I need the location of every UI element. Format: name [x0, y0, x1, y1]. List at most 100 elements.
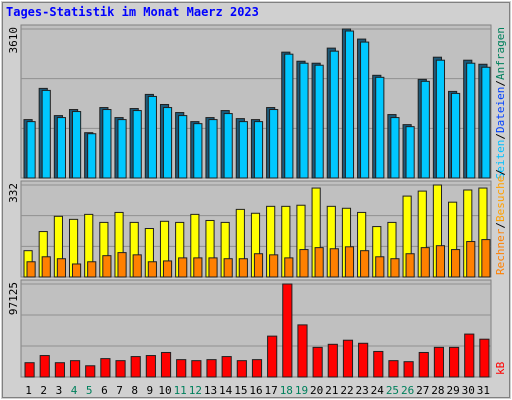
x-tick-label: 12: [189, 384, 202, 397]
bar: [39, 355, 50, 378]
bar: [26, 261, 36, 278]
bar: [71, 263, 82, 278]
x-tick-label: 10: [158, 384, 171, 397]
bar: [344, 30, 355, 179]
bar: [284, 53, 294, 179]
bar: [56, 117, 66, 179]
bar: [282, 283, 293, 378]
bar: [435, 245, 446, 278]
bar: [87, 133, 97, 179]
x-tick-label: 7: [116, 384, 123, 397]
bar: [284, 257, 294, 278]
bar: [147, 95, 157, 179]
bar: [329, 248, 339, 278]
x-tick-label: 24: [371, 384, 385, 397]
legend-label: Seiten: [494, 140, 507, 180]
bar: [117, 119, 127, 179]
y-tick-label: 97125: [7, 282, 20, 315]
x-tick-label: 18: [280, 384, 293, 397]
legend-label: /: [494, 222, 507, 229]
bar: [147, 261, 157, 278]
bar: [435, 59, 446, 179]
x-tick-label: 21: [325, 384, 338, 397]
bar: [403, 361, 414, 378]
x-tick-label: 23: [356, 384, 369, 397]
bar: [373, 350, 384, 378]
bar: [130, 356, 141, 378]
bar: [238, 121, 248, 179]
bar: [314, 247, 324, 278]
bar: [433, 346, 445, 378]
x-tick-label: 16: [249, 384, 262, 397]
legend-label: /: [494, 169, 507, 176]
bar: [162, 107, 173, 179]
x-tick-label: 28: [431, 384, 444, 397]
bar: [451, 249, 461, 278]
x-tick-label: 4: [71, 384, 78, 397]
bar: [466, 62, 476, 179]
bar: [100, 358, 111, 378]
bar: [388, 360, 399, 378]
bar: [299, 249, 309, 278]
bar: [132, 254, 142, 278]
x-tick-label: 17: [265, 384, 278, 397]
bar: [269, 254, 279, 278]
legend-label: /: [494, 133, 507, 140]
bar: [299, 62, 309, 179]
bar: [24, 362, 35, 378]
bar: [117, 252, 127, 278]
bar: [115, 360, 126, 378]
bar: [236, 360, 247, 378]
bar: [102, 255, 112, 278]
legend-label: Rechner: [494, 228, 507, 275]
y-tick-label: 3610: [7, 27, 20, 54]
bar: [420, 80, 430, 179]
bar: [132, 110, 142, 179]
bar: [375, 256, 385, 278]
bar: [420, 247, 430, 278]
bar: [221, 356, 232, 378]
bar: [85, 365, 96, 378]
x-tick-label: 5: [86, 384, 93, 397]
bar: [464, 333, 475, 378]
bar: [375, 76, 385, 179]
bar: [466, 241, 476, 278]
bar: [481, 239, 491, 278]
bar: [26, 121, 36, 179]
x-tick-label: 26: [401, 384, 414, 397]
bar: [71, 111, 82, 179]
bar: [360, 250, 370, 278]
bar: [208, 257, 218, 278]
legend-label: /: [494, 80, 507, 87]
bar: [56, 258, 66, 278]
bar: [41, 89, 51, 179]
bar: [314, 64, 324, 179]
x-tick-label: 2: [40, 384, 47, 397]
bar: [162, 260, 173, 278]
y-tick-label: 332: [7, 183, 20, 203]
legend: Seiten/Dateien/Anfragen: [494, 27, 507, 179]
bar: [238, 258, 248, 278]
bar: [206, 359, 217, 378]
bar: [269, 109, 279, 179]
bar: [358, 342, 369, 378]
x-tick-label: 29: [446, 384, 459, 397]
bar: [41, 256, 51, 278]
bar: [481, 66, 491, 179]
x-tick-label: 25: [386, 384, 399, 397]
bar: [405, 253, 415, 278]
bar: [329, 50, 339, 179]
bar: [191, 360, 202, 378]
x-tick-label: 19: [295, 384, 308, 397]
x-tick-label: 20: [310, 384, 323, 397]
bar: [344, 246, 355, 278]
x-tick-label: 1: [25, 384, 32, 397]
legend-label: Besuche: [494, 176, 507, 222]
bar: [193, 123, 203, 179]
bar: [54, 362, 65, 378]
chart-title: Tages-Statistik im Monat Maerz 2023: [6, 5, 259, 19]
bar: [360, 41, 370, 179]
bar: [342, 339, 354, 378]
bar: [253, 253, 264, 278]
